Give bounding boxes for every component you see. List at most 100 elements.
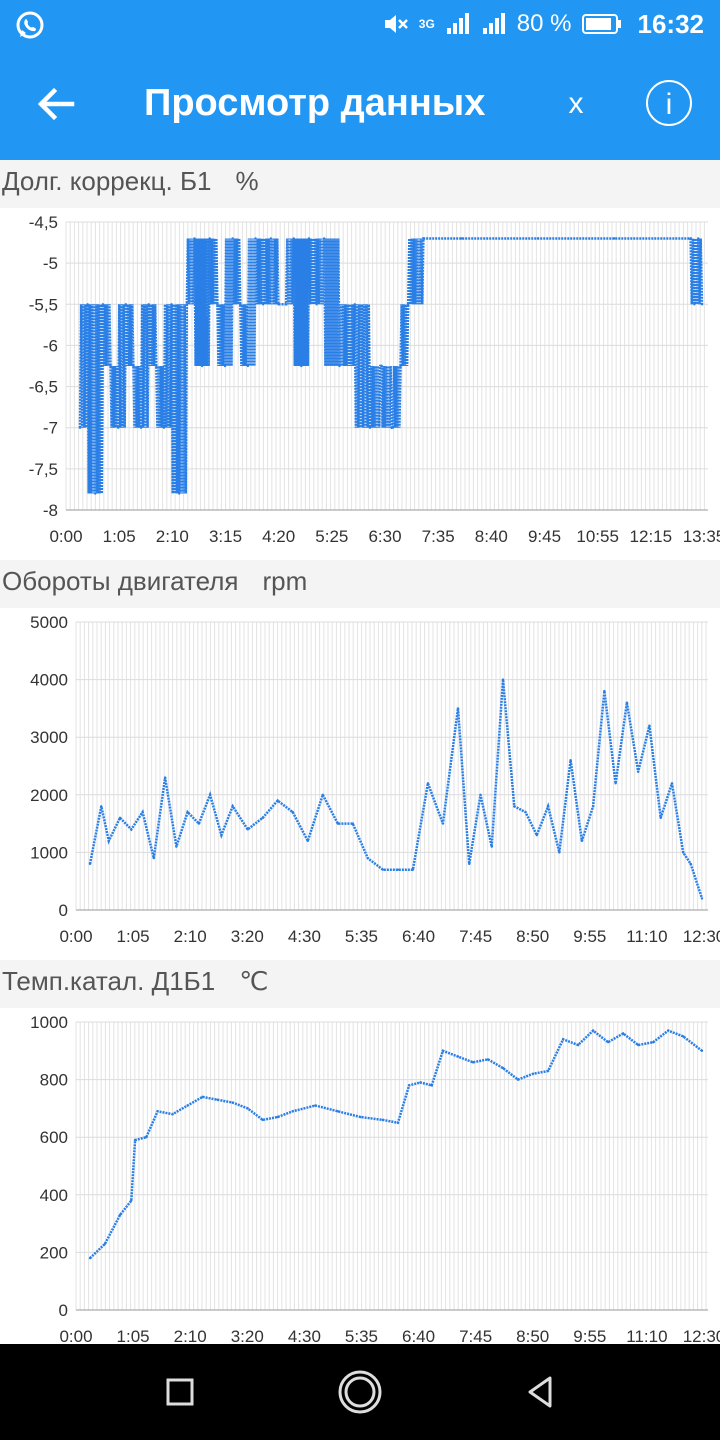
data-point <box>155 364 158 368</box>
y-tick-label: 1000 <box>30 843 68 862</box>
chart-engine-rpm[interactable]: 5000 4000 3000 2000 1000 0 0:00 1:05 2:10 3:20 4:3… <box>0 608 720 960</box>
data-point <box>396 868 400 871</box>
x-tick-label: 5:35 <box>345 1327 378 1346</box>
data-point <box>561 1038 565 1041</box>
x-tick-label: 0:00 <box>59 927 92 946</box>
close-button[interactable]: x <box>568 87 584 120</box>
data-point <box>569 759 572 762</box>
data-point <box>535 833 538 837</box>
data-point <box>441 1049 445 1052</box>
back-arrow-icon[interactable] <box>30 78 82 130</box>
x-tick-label: 3:15 <box>209 527 242 546</box>
data-point <box>261 1118 264 1122</box>
x-tick-label: 13:35 <box>683 527 720 546</box>
data-point <box>185 303 189 306</box>
x-tick-label: 9:55 <box>573 927 606 946</box>
data-point <box>501 678 505 681</box>
x-tick-label: 3:20 <box>231 927 264 946</box>
data-point <box>406 303 410 306</box>
data-point <box>323 237 326 240</box>
x-tick-label: 6:40 <box>402 927 435 946</box>
data-point <box>621 1032 625 1035</box>
x-tick-label: 1:05 <box>103 527 136 546</box>
data-point <box>351 822 355 825</box>
data-point <box>147 303 150 306</box>
y-tick-label: 0 <box>59 901 68 920</box>
data-point <box>118 816 122 820</box>
circle-home-icon[interactable] <box>336 1368 384 1416</box>
x-tick-label: 12:15 <box>630 527 673 546</box>
status-icons: 3G 80 % 16:32 <box>383 0 704 48</box>
data-point <box>201 1095 204 1099</box>
data-point <box>411 868 415 871</box>
data-point <box>613 237 616 240</box>
data-point <box>101 303 105 306</box>
x-tick-label: 8:50 <box>516 1327 549 1346</box>
data-point <box>682 851 685 854</box>
data-point <box>651 1040 655 1044</box>
data-point <box>109 364 112 368</box>
y-tick-label: 3000 <box>30 728 68 747</box>
chart-2-unit: rpm <box>262 566 308 596</box>
y-tick-label: -5 <box>43 254 58 273</box>
x-tick-label: 8:50 <box>516 927 549 946</box>
triangle-back-icon[interactable] <box>516 1368 564 1416</box>
data-point <box>139 426 143 429</box>
data-point <box>276 799 279 802</box>
data-point <box>689 237 692 240</box>
x-tick-label: 4:30 <box>288 927 321 946</box>
data-point <box>396 1121 400 1124</box>
data-point <box>381 1118 385 1122</box>
data-point <box>130 828 133 831</box>
data-point <box>315 303 318 306</box>
x-tick-label: 7:45 <box>459 927 492 946</box>
signal-icon-2 <box>482 13 505 34</box>
page-title: Просмотр данных <box>144 82 486 124</box>
data-point <box>223 364 227 368</box>
y-tick-label: 4000 <box>30 671 68 690</box>
x-tick-label: 7:35 <box>422 527 455 546</box>
y-tick-label: 2000 <box>30 786 68 805</box>
data-point <box>636 1043 640 1047</box>
data-point <box>200 364 204 368</box>
y-tick-label: -7 <box>43 419 58 438</box>
data-point <box>456 1055 460 1058</box>
y-tick-label: -8 <box>43 501 58 520</box>
x-tick-label: 12:30 <box>683 1327 720 1346</box>
data-point <box>100 805 103 808</box>
data-point <box>269 237 272 240</box>
data-point <box>292 237 295 240</box>
data-point <box>186 810 189 814</box>
data-point <box>546 805 550 808</box>
x-tick-label: 11:10 <box>626 1327 667 1346</box>
data-point <box>468 862 471 866</box>
y-tick-label: 400 <box>40 1186 68 1205</box>
data-point <box>419 1081 422 1084</box>
chart-1-header: Долг. коррекц. Б1% <box>0 160 720 208</box>
data-point <box>156 1110 159 1113</box>
data-point <box>277 303 280 306</box>
data-point <box>145 1136 148 1139</box>
data-point <box>261 303 265 306</box>
data-point <box>163 776 167 779</box>
x-tick-label: 8:40 <box>475 527 508 546</box>
data-point <box>381 868 385 871</box>
data-point <box>193 237 196 240</box>
data-point <box>531 1072 535 1076</box>
info-button[interactable]: i <box>646 80 692 126</box>
data-point <box>88 1256 92 1260</box>
data-point <box>107 839 110 843</box>
chart-3-title: Темп.катал. Д1Б1 <box>2 966 216 996</box>
square-recents-icon[interactable] <box>156 1368 204 1416</box>
data-point <box>186 1104 189 1107</box>
x-tick-label: 11:10 <box>626 927 667 946</box>
app-bar: Просмотр данных x i <box>0 48 720 160</box>
x-tick-label: 1:05 <box>117 927 150 946</box>
chart-catalyst-temp[interactable]: 1000 800 600 400 200 0 0:00 1:05 2:10 3:20 4:30 5:3… <box>0 1008 720 1360</box>
data-point <box>208 237 211 240</box>
data-point <box>276 1115 279 1119</box>
data-point <box>426 782 430 785</box>
y-tick-label: -6 <box>43 336 58 355</box>
chart-long-term-fuel-trim[interactable]: -4,5 -5 -5,5 -6 -6,5 -7 -7,5 -8 0:00 1:05 2:10 3:15… <box>0 208 720 560</box>
data-point <box>513 805 516 808</box>
